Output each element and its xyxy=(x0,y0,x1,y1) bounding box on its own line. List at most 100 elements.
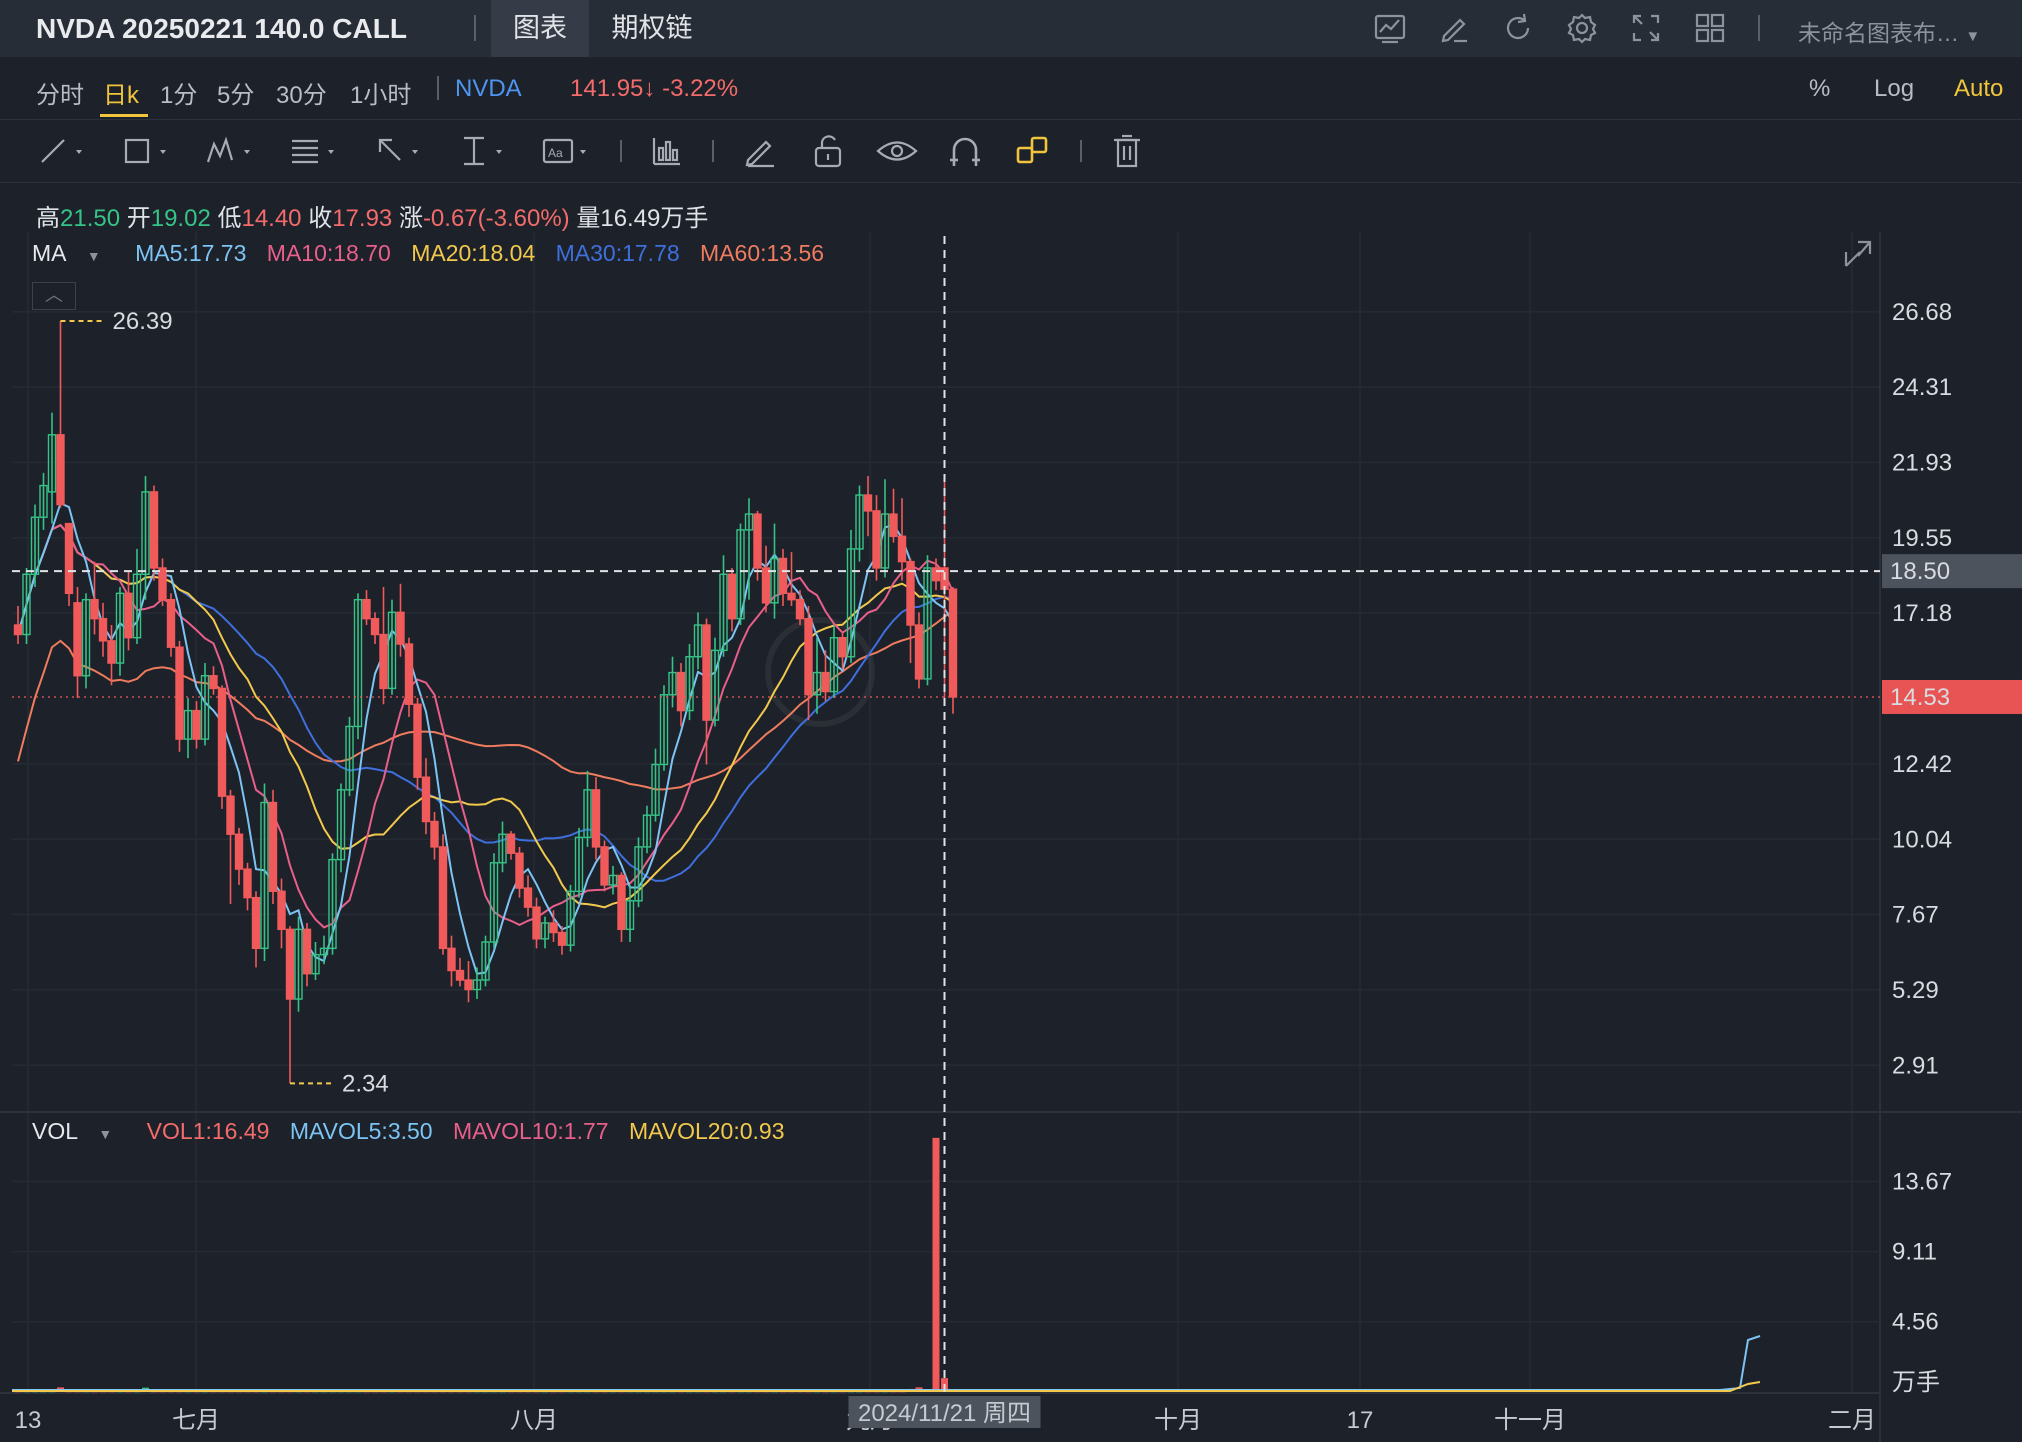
price-tick-label: 5.29 xyxy=(1892,977,1939,1004)
candle-body xyxy=(234,833,244,870)
measure-tool-icon[interactable] xyxy=(456,130,502,172)
candle-body xyxy=(914,624,924,680)
underlying-change: -3.22% xyxy=(662,75,739,102)
layout-selector[interactable]: 未命名图表布… ▼ xyxy=(1798,14,1980,48)
candle-body xyxy=(906,560,915,626)
candle-body xyxy=(268,801,278,892)
pattern-tool-icon[interactable] xyxy=(204,130,250,172)
candle-body xyxy=(778,557,788,595)
ma5-value: MA5:17.73 xyxy=(135,240,247,266)
open-value: 19.02 xyxy=(150,205,211,232)
tab-chart[interactable]: 图表 xyxy=(491,0,589,57)
candle-body xyxy=(880,513,890,569)
candle-body xyxy=(430,820,439,848)
crosshair-price-tag xyxy=(1882,554,2022,589)
price-tick-label: 2.91 xyxy=(1892,1052,1939,1079)
candle-body xyxy=(192,709,201,740)
candlestick-chart[interactable]: 26.68 24.31 21.93 19.55 17.18 12.42 10.04 7.67 5… xyxy=(0,232,2022,1442)
volume-tick-label: 4.56 xyxy=(1892,1309,1939,1336)
candle-body xyxy=(574,836,584,892)
auto-scale-toggle[interactable]: Auto xyxy=(1954,75,2004,102)
candle-body xyxy=(744,513,754,531)
instrument-title: NVDA 20250221 140.0 CALL xyxy=(36,13,407,44)
price-tick-label: 21.93 xyxy=(1892,449,1952,476)
period-1min[interactable]: 1分 xyxy=(160,82,198,109)
eye-icon[interactable] xyxy=(874,130,920,172)
draw-icon[interactable] xyxy=(1436,10,1472,46)
time-tick-label: 七月 xyxy=(172,1407,220,1434)
grid-layout-icon[interactable] xyxy=(1692,10,1728,46)
candle-body xyxy=(328,858,337,950)
candle-body xyxy=(532,906,541,940)
candle-body xyxy=(668,671,677,696)
period-1hour[interactable]: 1小时 xyxy=(350,82,412,109)
indicator-icon[interactable] xyxy=(1372,10,1408,46)
line-tool-icon[interactable] xyxy=(36,130,82,172)
trash-icon[interactable] xyxy=(1104,130,1150,172)
candle-body xyxy=(889,513,898,537)
candle-body xyxy=(455,969,465,981)
candle-body xyxy=(115,592,125,664)
candle-body xyxy=(141,491,150,576)
percent-scale-toggle[interactable]: % xyxy=(1809,75,1831,102)
candle-body xyxy=(855,494,864,550)
candle-body xyxy=(13,624,23,636)
candle-body xyxy=(64,522,74,595)
candle-body xyxy=(379,633,388,690)
candle-body xyxy=(294,928,303,1000)
ma5-line xyxy=(17,501,954,975)
refresh-icon[interactable] xyxy=(1500,10,1536,46)
ma60-line xyxy=(17,609,954,791)
rectangle-tool-icon[interactable] xyxy=(120,130,166,172)
candle-body xyxy=(923,567,932,680)
candle-body xyxy=(787,592,796,601)
vol-indicator-name[interactable]: VOL ▼ xyxy=(32,1118,113,1144)
text-tool-icon[interactable]: Aa xyxy=(540,130,586,172)
max-marker-label: 26.39 xyxy=(113,308,173,335)
period-5min[interactable]: 5分 xyxy=(217,82,255,109)
candle-body xyxy=(39,484,48,518)
unlock-icon[interactable] xyxy=(806,130,852,172)
candle-body xyxy=(175,646,184,740)
candle-body xyxy=(591,789,601,848)
candle-body xyxy=(285,928,295,1000)
candle-body xyxy=(243,868,252,899)
fullscreen-icon[interactable] xyxy=(1628,10,1664,46)
underlying-symbol[interactable]: NVDA xyxy=(455,75,522,102)
volume-tick-label: 9.11 xyxy=(1892,1239,1937,1266)
candle-body xyxy=(472,979,482,991)
fib-tool-icon[interactable] xyxy=(288,130,334,172)
candle-body xyxy=(362,598,371,620)
period-daily[interactable]: 日k xyxy=(103,82,139,109)
link-icon[interactable] xyxy=(1010,130,1056,172)
low-value: 14.40 xyxy=(241,205,302,232)
candle-body xyxy=(81,598,91,677)
svg-text:Aa: Aa xyxy=(548,146,563,160)
close-value: 17.93 xyxy=(332,205,393,232)
log-scale-toggle[interactable]: Log xyxy=(1874,75,1915,102)
pencil-icon[interactable] xyxy=(738,130,784,172)
mavol5-value: MAVOL5:3.50 xyxy=(289,1118,433,1144)
candle-body xyxy=(158,567,167,601)
min-marker-label: 2.34 xyxy=(342,1070,389,1097)
candle-body xyxy=(260,801,269,950)
time-tick-label: 17 xyxy=(1347,1407,1374,1434)
collapse-legend-button[interactable]: ︿ xyxy=(32,282,76,310)
crosshair-date-text: 2024/11/21 周四 xyxy=(858,1400,1031,1427)
divider xyxy=(474,15,476,41)
candle-body xyxy=(311,953,320,975)
settings-icon[interactable] xyxy=(1564,10,1600,46)
tab-option-chain[interactable]: 期权链 xyxy=(611,13,693,43)
candle-body xyxy=(625,900,635,931)
divider xyxy=(1758,15,1760,41)
chart-type-icon[interactable] xyxy=(644,130,690,172)
price-tick-label: 19.55 xyxy=(1892,525,1952,552)
candle-body xyxy=(659,694,669,766)
time-tick-label: 十月 xyxy=(1154,1407,1202,1434)
magnet-icon[interactable] xyxy=(942,130,988,172)
ma-indicator-name[interactable]: MA ▼ xyxy=(32,240,101,266)
candle-body xyxy=(761,567,771,604)
period-intraday[interactable]: 分时 xyxy=(36,82,84,109)
arrow-tool-icon[interactable] xyxy=(372,130,418,172)
period-30min[interactable]: 30分 xyxy=(276,82,327,109)
